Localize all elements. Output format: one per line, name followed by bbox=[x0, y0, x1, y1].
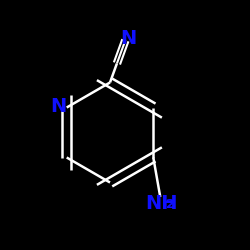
Text: 2: 2 bbox=[166, 198, 175, 211]
Text: N: N bbox=[50, 97, 67, 116]
Text: NH: NH bbox=[145, 194, 178, 214]
Text: N: N bbox=[120, 29, 136, 48]
